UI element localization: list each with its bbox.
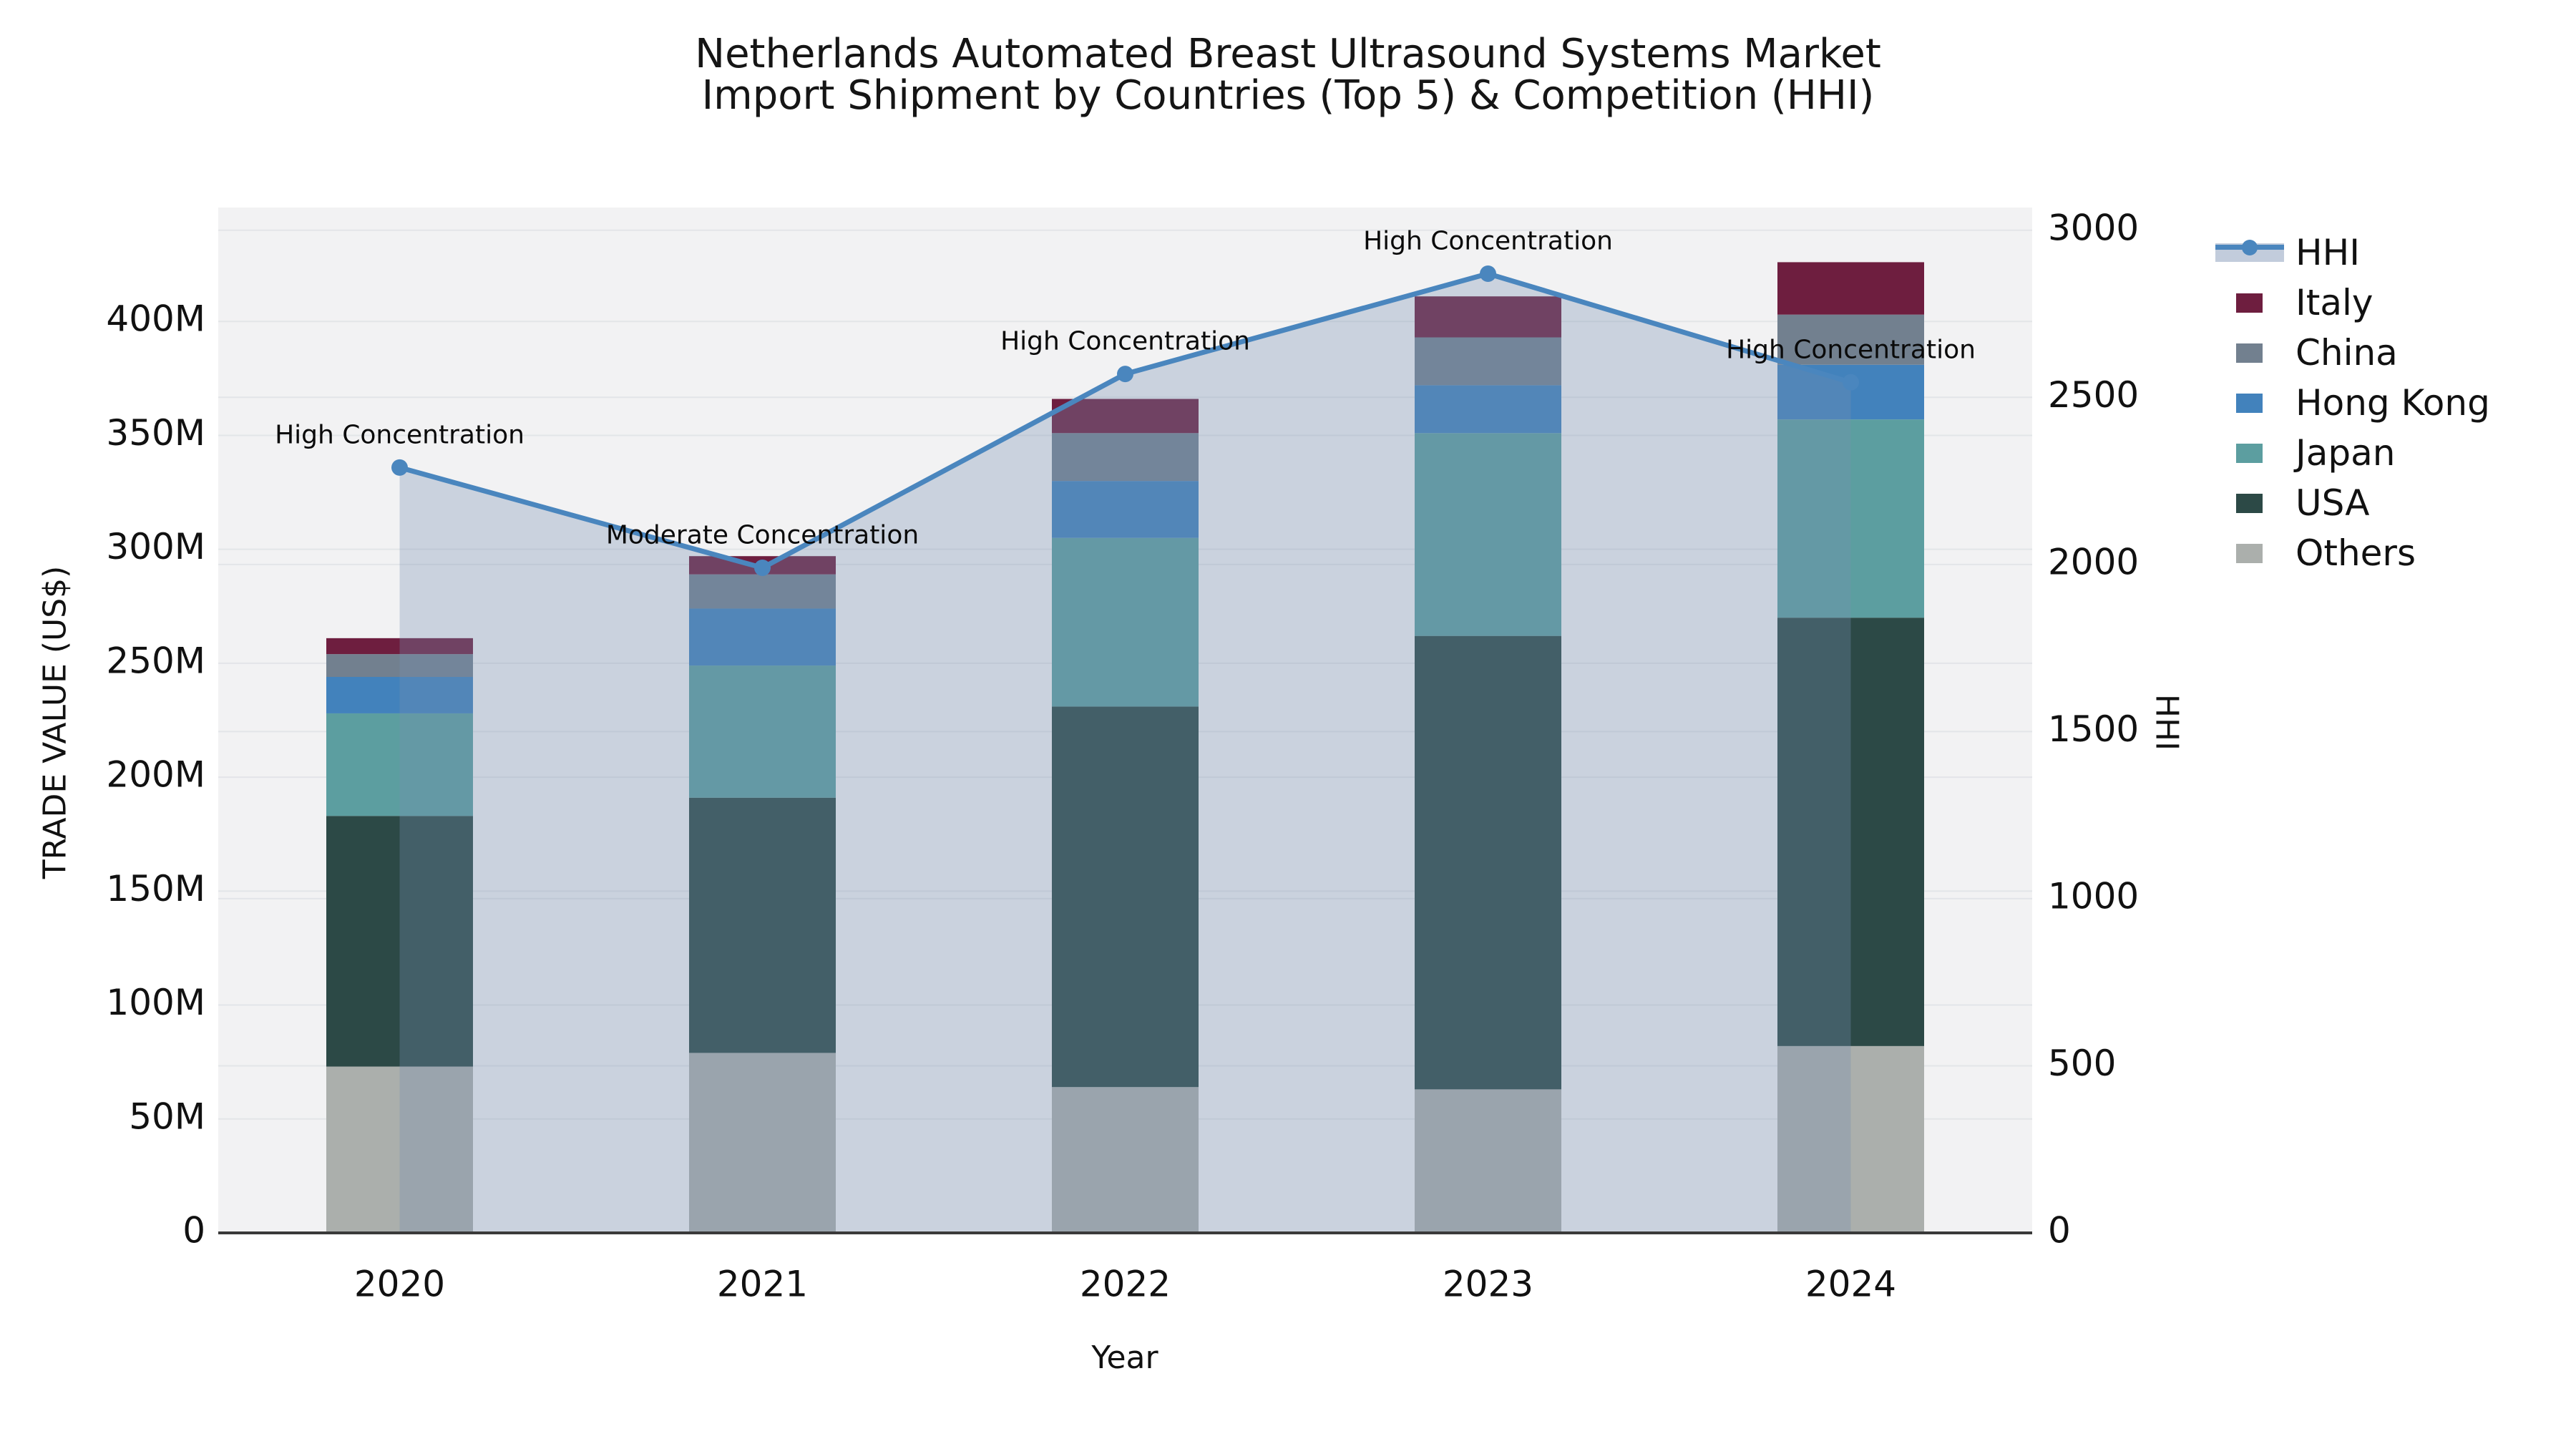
- bar-segment-others: [689, 1053, 836, 1233]
- y-left-tick-label: 200M: [106, 754, 205, 796]
- y-right-tick-label: 2500: [2048, 374, 2139, 416]
- legend-item-others: Others: [2215, 528, 2490, 578]
- hhi-annotation: High Concentration: [275, 420, 525, 449]
- x-tick-label: 2022: [1080, 1264, 1171, 1305]
- legend-label: Italy: [2296, 282, 2373, 323]
- bar-segment-china: [1415, 337, 1561, 386]
- y-axis-title-left: TRADE VALUE (US$): [36, 565, 74, 879]
- legend-label: Hong Kong: [2296, 382, 2490, 424]
- y-right-tick-label: 0: [2048, 1210, 2071, 1252]
- china-swatch-icon: [2236, 343, 2263, 363]
- japan-swatch-icon: [2236, 443, 2263, 463]
- y-left-tick-label: 100M: [106, 982, 205, 1023]
- hhi-annotation: High Concentration: [1363, 226, 1613, 255]
- bar-segment-china: [689, 574, 836, 609]
- usa-swatch-icon: [2236, 493, 2263, 513]
- others-swatch-icon: [2236, 543, 2263, 563]
- hhi-area: [399, 273, 1851, 1234]
- y-left-tick-label: 350M: [106, 412, 205, 454]
- y-axis-title-right: HHI: [2148, 693, 2185, 751]
- y-left-tick-label: 250M: [106, 640, 205, 681]
- bar-segment-japan: [326, 713, 473, 816]
- bar-segment-hong-kong: [1777, 364, 1924, 420]
- legend-label: Japan: [2296, 432, 2396, 474]
- hhi-annotation: High Concentration: [1726, 335, 1976, 364]
- legend-item-usa: USA: [2215, 478, 2490, 528]
- bar-segment-italy: [326, 638, 473, 655]
- y-right-tick-label: 1000: [2048, 875, 2139, 917]
- y-left-tick-label: 300M: [106, 526, 205, 567]
- bar-segment-usa: [1052, 706, 1199, 1088]
- bar-segment-japan: [689, 665, 836, 798]
- bar-segment-usa: [689, 797, 836, 1053]
- x-tick-label: 2021: [717, 1264, 808, 1305]
- y-left-tick-label: 0: [182, 1210, 205, 1252]
- italy-swatch-icon: [2236, 293, 2263, 313]
- y-right-tick-label: 500: [2048, 1043, 2116, 1084]
- legend-label: Others: [2296, 532, 2416, 574]
- bar-segment-china: [326, 654, 473, 677]
- bar-segment-japan: [1777, 419, 1924, 618]
- legend-item-hong-kong: Hong Kong: [2215, 378, 2490, 428]
- x-tick-label: 2020: [354, 1264, 445, 1305]
- y-left-tick-label: 150M: [106, 868, 205, 909]
- hhi-line-icon: [2215, 240, 2284, 262]
- bar-segment-others: [1052, 1087, 1199, 1233]
- legend-item-hhi: HHI: [2215, 228, 2490, 278]
- legend-label: China: [2296, 332, 2398, 374]
- hhi-marker: [1480, 265, 1496, 282]
- bar-segment-hong-kong: [689, 608, 836, 666]
- bar-segment-china: [1052, 433, 1199, 482]
- chart-title-line1: Netherlands Automated Breast Ultrasound …: [695, 31, 1881, 77]
- bar-segment-others: [326, 1066, 473, 1233]
- y-right-tick-label: 2000: [2048, 541, 2139, 582]
- y-left-tick-label: 400M: [106, 298, 205, 340]
- legend-label: USA: [2296, 482, 2370, 524]
- bar-segment-usa: [1415, 635, 1561, 1090]
- x-tick-label: 2024: [1805, 1264, 1896, 1305]
- bar-segment-usa: [326, 816, 473, 1067]
- hhi-annotation: High Concentration: [1000, 327, 1250, 356]
- hong-kong-swatch-icon: [2236, 393, 2263, 413]
- bar-segment-usa: [1777, 618, 1924, 1046]
- chart-title-line2: Import Shipment by Countries (Top 5) & C…: [701, 72, 1875, 119]
- bar-segment-hong-kong: [326, 676, 473, 713]
- bar-segment-italy: [1052, 399, 1199, 434]
- x-axis-title: Year: [1091, 1340, 1158, 1376]
- x-tick-label: 2023: [1443, 1264, 1533, 1305]
- bar-segment-hong-kong: [1415, 385, 1561, 434]
- bar-segment-hong-kong: [1052, 481, 1199, 538]
- y-left-tick-label: 50M: [129, 1096, 205, 1137]
- bar-segment-italy: [1777, 262, 1924, 315]
- hhi-marker: [1843, 374, 1859, 391]
- bar-segment-china: [1777, 314, 1924, 365]
- hhi-annotation: Moderate Concentration: [606, 521, 919, 550]
- legend-item-china: China: [2215, 328, 2490, 378]
- bar-segment-japan: [1052, 537, 1199, 707]
- legend-item-italy: Italy: [2215, 278, 2490, 328]
- legend-item-japan: Japan: [2215, 428, 2490, 478]
- bar-segment-others: [1415, 1089, 1561, 1233]
- legend-label: HHI: [2296, 232, 2360, 273]
- legend: HHI Italy China Hong Kong Japan USA Othe…: [2215, 228, 2490, 578]
- hhi-marker: [391, 459, 408, 476]
- hhi-marker: [1117, 366, 1133, 383]
- y-right-tick-label: 3000: [2048, 207, 2139, 248]
- y-right-tick-label: 1500: [2048, 708, 2139, 750]
- bar-segment-japan: [1415, 433, 1561, 636]
- bar-segment-others: [1777, 1045, 1924, 1233]
- bar-segment-italy: [1415, 296, 1561, 338]
- hhi-marker: [754, 560, 771, 577]
